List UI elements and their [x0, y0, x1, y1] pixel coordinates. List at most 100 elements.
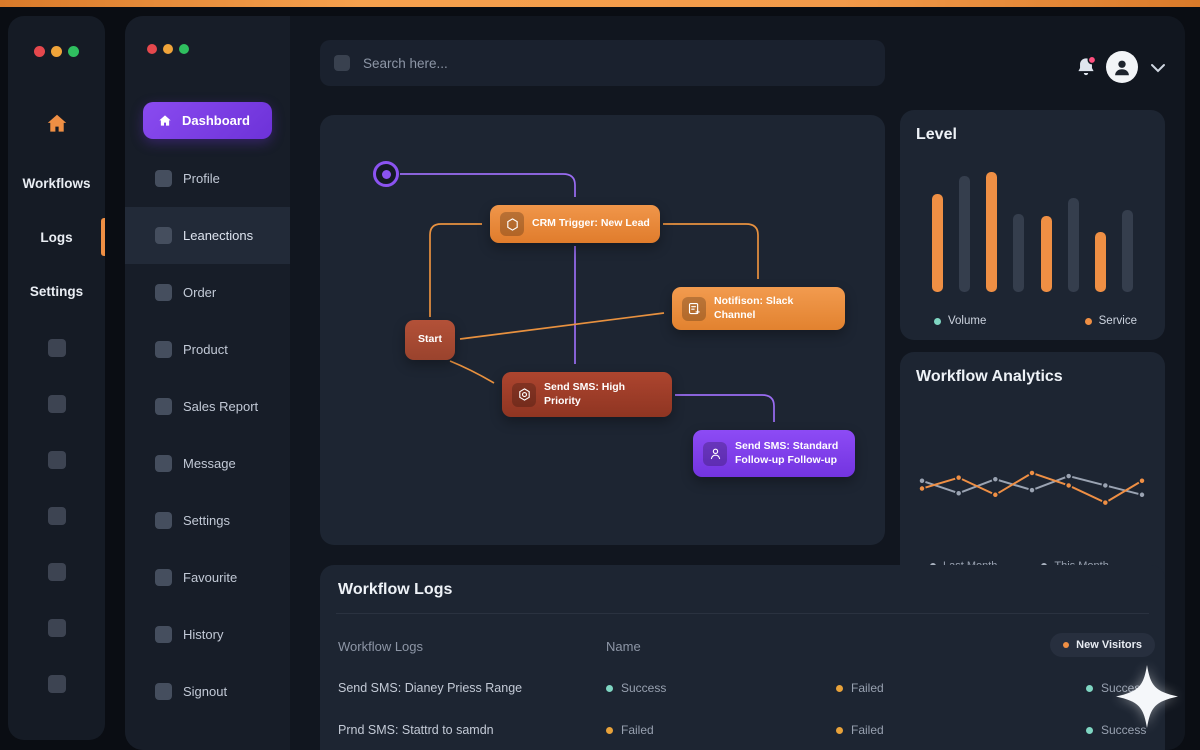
status-dot	[836, 684, 843, 692]
column-header-name: Name	[606, 638, 641, 654]
data-point	[918, 477, 926, 485]
analytics-line-chart	[918, 469, 1146, 507]
home-icon	[157, 113, 173, 129]
node-label: Send SMS: Standard Follow-up Follow-up	[735, 439, 839, 466]
bar-volume	[1121, 210, 1133, 292]
mini-nav-settings-label: Settings	[29, 283, 84, 299]
placeholder-icon[interactable]	[47, 563, 66, 581]
dashboard-button-label: Dashboard	[182, 113, 250, 128]
sidebar-menu: Profile Leanections Order Product Sales Repo…	[125, 150, 290, 720]
node-send-sms-standard[interactable]: Send SMS: Standard Follow-up Follow-up	[693, 430, 855, 477]
logs-table-header: Workflow Logs Name	[338, 633, 1147, 659]
menu-item-icon	[155, 569, 172, 586]
legend-label: Service	[1098, 315, 1137, 327]
node-start[interactable]: Start	[405, 320, 455, 360]
log-name: Prnd SMS: Stattrd to samdn	[338, 723, 494, 737]
data-point	[1138, 477, 1146, 485]
sidebar-item-sales-report[interactable]: Sales Report	[125, 378, 290, 435]
log-row[interactable]: Send SMS: Dianey Priess Range Success Fail…	[338, 667, 1147, 709]
search-bar[interactable]	[320, 40, 885, 86]
sidebar-item-settings[interactable]: Settings	[125, 492, 290, 549]
sidebar-item-profile[interactable]: Profile	[125, 150, 290, 207]
hexagon-target-icon	[512, 382, 536, 407]
status-dot	[1086, 684, 1093, 692]
node-label: Notifison: Slack Channel	[714, 294, 794, 321]
mini-sidebar: Workflows Logs Settings	[8, 16, 105, 740]
menu-item-label: Favourite	[183, 570, 238, 585]
sidebar-item-history[interactable]: History	[125, 606, 290, 663]
data-point	[1064, 481, 1073, 490]
sidebar-item-leanections[interactable]: Leanections	[125, 207, 290, 264]
close-window-button[interactable]	[147, 44, 157, 54]
sidebar-item-order[interactable]: Order	[125, 264, 290, 321]
avatar[interactable]	[1106, 51, 1138, 83]
menu-item-icon	[155, 398, 172, 415]
menu-item-label: Order	[183, 285, 217, 300]
sidebar-item-signout[interactable]: Signout	[125, 663, 290, 720]
hexagon-icon	[500, 212, 524, 236]
node-slack-notification[interactable]: Notifison: Slack Channel	[672, 287, 845, 330]
menu-item-label: Profile	[183, 171, 220, 186]
placeholder-icon[interactable]	[47, 395, 66, 413]
workflow-canvas[interactable]: CRM Trigger: New Lead Notifison: Slack C…	[320, 115, 885, 545]
close-window-button[interactable]	[34, 46, 45, 57]
maximize-window-button[interactable]	[68, 46, 79, 57]
bar-volume	[1067, 197, 1079, 292]
chevron-down-icon[interactable]	[1148, 60, 1168, 76]
status-dot	[606, 726, 613, 734]
mini-nav-logs-label: Logs	[40, 229, 73, 245]
menu-item-icon	[155, 626, 172, 643]
placeholder-icon[interactable]	[47, 619, 66, 637]
node-crm-trigger[interactable]: CRM Trigger: New Lead	[490, 205, 660, 243]
minimize-window-button[interactable]	[51, 46, 62, 57]
logs-table-body: Send SMS: Dianey Priess Range Success Fail…	[338, 667, 1147, 750]
placeholder-icon[interactable]	[47, 675, 66, 693]
menu-item-label: Leanections	[183, 228, 254, 243]
data-point	[1101, 481, 1110, 490]
menu-item-icon	[155, 683, 172, 700]
placeholder-icon[interactable]	[47, 451, 66, 469]
data-point	[1138, 491, 1146, 499]
home-icon[interactable]	[44, 111, 70, 137]
bell-icon[interactable]	[1073, 54, 1099, 80]
sidebar-item-favourite[interactable]: Favourite	[125, 549, 290, 606]
top-accent-bar	[0, 0, 1200, 7]
bar-volume	[1013, 213, 1025, 292]
node-send-sms-high[interactable]: Send SMS: High Priority	[502, 372, 672, 417]
sidebar-item-product[interactable]: Product	[125, 321, 290, 378]
menu-item-label: Settings	[183, 513, 230, 528]
sidebar-item-message[interactable]: Message	[125, 435, 290, 492]
menu-item-icon	[155, 341, 172, 358]
data-point	[954, 473, 963, 482]
minimize-window-button[interactable]	[163, 44, 173, 54]
workflow-logs-panel: Workflow Logs Workflow Logs Name New Vis…	[320, 565, 1165, 750]
workflow-start-node[interactable]	[373, 161, 399, 187]
list-plus-icon	[682, 296, 706, 321]
mini-nav-logs[interactable]: Logs	[8, 218, 105, 256]
column-header-workflow-logs: Workflow Logs	[338, 638, 424, 654]
placeholder-icon[interactable]	[47, 339, 66, 357]
status-success: Success	[1086, 681, 1147, 695]
menu-item-label: Sales Report	[183, 399, 259, 414]
new-visitors-label: New Visitors	[1076, 639, 1142, 651]
status-failed: Failed	[836, 723, 1086, 737]
mini-nav-workflows[interactable]: Workflows	[8, 168, 105, 198]
data-point	[1064, 472, 1073, 480]
menu-item-icon	[155, 455, 172, 472]
mini-icon-list	[8, 339, 105, 693]
mini-nav-settings[interactable]: Settings	[8, 276, 105, 306]
data-point	[918, 484, 926, 493]
main-content: CRM Trigger: New Lead Notifison: Slack C…	[290, 16, 1185, 750]
search-input[interactable]	[361, 54, 871, 72]
maximize-window-button[interactable]	[179, 44, 189, 54]
log-row[interactable]: Prnd SMS: Stattrd to samdn Failed Failed Su…	[338, 709, 1147, 750]
level-panel: Level Volume Service	[900, 110, 1165, 340]
new-visitors-badge: New Visitors	[1050, 633, 1155, 657]
search-icon	[334, 55, 350, 71]
menu-item-icon	[155, 512, 172, 529]
app-window: Dashboard Profile Leanections Order Product…	[125, 16, 1185, 750]
legend-item-volume: Volume	[934, 315, 986, 327]
status-success: Success	[606, 681, 836, 695]
placeholder-icon[interactable]	[47, 507, 66, 525]
dashboard-button[interactable]: Dashboard	[143, 102, 272, 139]
